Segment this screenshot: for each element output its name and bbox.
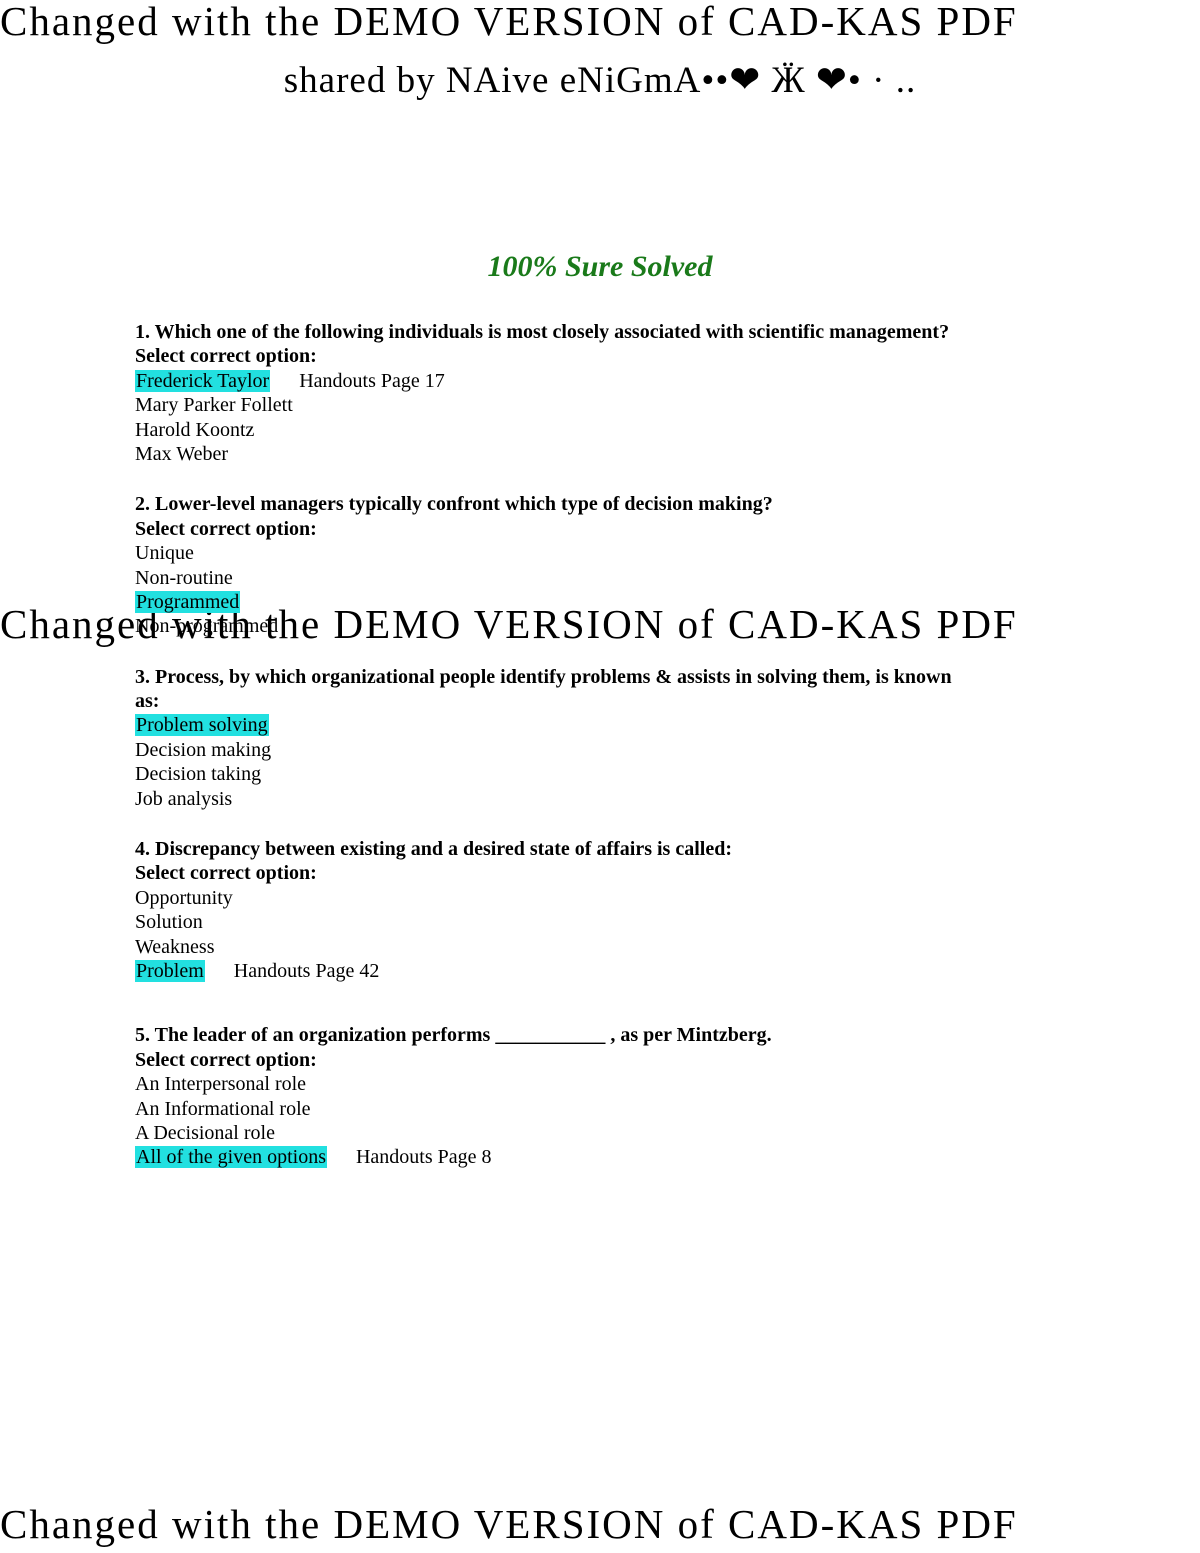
select-label: Select correct option:: [135, 861, 965, 885]
option: Mary Parker Follett: [135, 393, 965, 417]
option: A Decisional role: [135, 1121, 965, 1145]
option: An Informational role: [135, 1097, 965, 1121]
question-block: 2. Lower-level managers typically confro…: [135, 492, 965, 638]
option-ref: Handouts Page 8: [356, 1146, 492, 1168]
select-label: Select correct option:: [135, 344, 965, 368]
option: Non-routine: [135, 566, 965, 590]
page-title: 100% Sure Solved: [0, 250, 1200, 284]
option: Weakness: [135, 935, 965, 959]
question-text: 4. Discrepancy between existing and a de…: [135, 837, 965, 861]
option: All of the given options Handouts Page 8: [135, 1145, 965, 1169]
option: An Interpersonal role: [135, 1072, 965, 1096]
option-text: All of the given options: [135, 1146, 327, 1168]
watermark-top: Changed with the DEMO VERSION of CAD-KAS…: [0, 0, 1200, 45]
option: Max Weber: [135, 442, 965, 466]
option-text: Problem solving: [135, 714, 269, 736]
question-block: 5. The leader of an organization perform…: [135, 1023, 965, 1169]
question-text: 2. Lower-level managers typically confro…: [135, 492, 965, 516]
option: Decision taking: [135, 762, 965, 786]
question-text: 3. Process, by which organizational peop…: [135, 665, 965, 714]
option-text: Frederick Taylor: [135, 370, 270, 392]
option: Non-programmed: [135, 614, 965, 638]
option: Job analysis: [135, 787, 965, 811]
question-text: 1. Which one of the following individual…: [135, 320, 965, 344]
option: Harold Koontz: [135, 418, 965, 442]
option: Decision making: [135, 738, 965, 762]
question-block: 1. Which one of the following individual…: [135, 320, 965, 466]
option: Problem Handouts Page 42: [135, 959, 965, 983]
option: Frederick Taylor Handouts Page 17: [135, 369, 965, 393]
option: Programmed: [135, 590, 965, 614]
shared-by-line: shared by NAive eNiGmA••❤ Ӝ ❤• · ..: [0, 58, 1200, 102]
questions-container: 1. Which one of the following individual…: [135, 320, 965, 1196]
option-ref: Handouts Page 17: [299, 370, 445, 392]
question-block: 3. Process, by which organizational peop…: [135, 665, 965, 811]
option-ref: Handouts Page 42: [234, 960, 380, 982]
option-text: Problem: [135, 960, 205, 982]
question-text: 5. The leader of an organization perform…: [135, 1023, 965, 1047]
question-block: 4. Discrepancy between existing and a de…: [135, 837, 965, 983]
option: Unique: [135, 541, 965, 565]
option: Problem solving: [135, 713, 965, 737]
watermark-bottom: Changed with the DEMO VERSION of CAD-KAS…: [0, 1500, 1200, 1548]
select-label: Select correct option:: [135, 517, 965, 541]
select-label: Select correct option:: [135, 1048, 965, 1072]
option: Opportunity: [135, 886, 965, 910]
option: Solution: [135, 910, 965, 934]
option-text: Programmed: [135, 591, 240, 613]
